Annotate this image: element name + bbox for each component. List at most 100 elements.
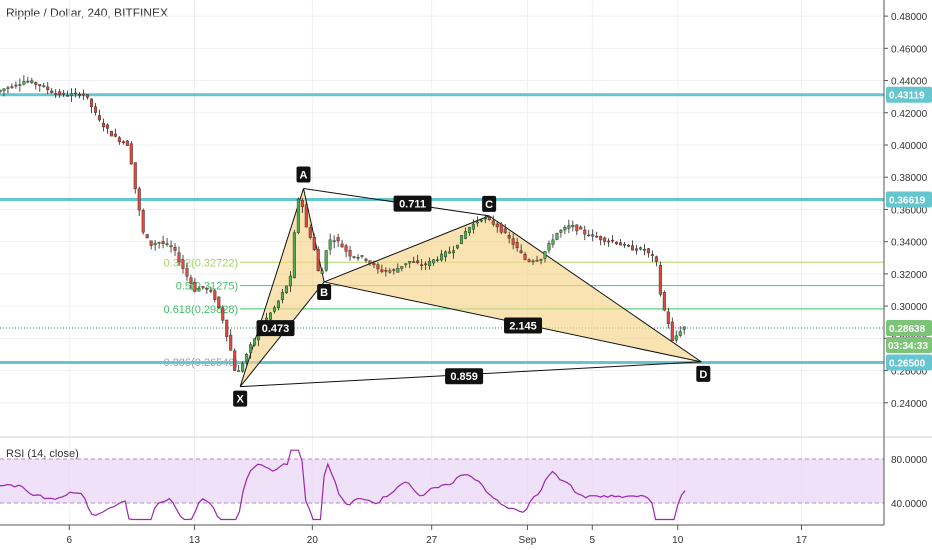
candle-body (308, 227, 312, 238)
candle-body (527, 259, 531, 262)
candle-body (316, 249, 320, 272)
pattern-fill-bcd (324, 215, 702, 362)
level-badge (886, 86, 932, 103)
candle-body (6, 87, 10, 89)
countdown-badge (886, 337, 932, 354)
candle-body (352, 256, 356, 258)
fib-label: 0.382(0.32722) (164, 257, 239, 269)
candle-body (145, 234, 149, 239)
candle-body (133, 162, 137, 190)
candle-body (392, 269, 396, 271)
candle-body (249, 344, 253, 353)
candle-body (269, 312, 273, 320)
rsi-pane (0, 436, 932, 521)
candle-body (595, 235, 599, 238)
candle-body (682, 326, 686, 330)
candle-body (483, 217, 487, 220)
candle-body (58, 91, 62, 95)
point-label-a: A (300, 170, 308, 182)
candle-body (22, 81, 26, 85)
candle-body (26, 80, 30, 83)
candle-body (507, 235, 511, 239)
candle-body (225, 319, 229, 337)
candle-body (70, 93, 74, 96)
candle-body (121, 141, 125, 143)
candle-body (284, 285, 288, 294)
candle-body (563, 226, 567, 231)
candle-body (543, 251, 547, 259)
candle-body (599, 236, 603, 241)
candle-body (101, 122, 105, 128)
candle-body (607, 240, 611, 243)
candle-body (304, 204, 308, 228)
candle-body (678, 331, 682, 336)
candle-body (197, 287, 201, 292)
candle-body (567, 225, 571, 229)
candle-body (583, 229, 587, 235)
candle-body (627, 245, 631, 247)
point-label-c: C (485, 199, 493, 211)
level-badge-label: 0.43119 (889, 91, 925, 102)
candle-body (300, 199, 304, 207)
candle-body (634, 248, 638, 251)
candle-body (428, 260, 432, 267)
y-tick-label: 0.24000 (891, 399, 928, 410)
harmonic-pattern (239, 188, 702, 388)
fib-label: 0.618(0.29828) (164, 304, 239, 316)
candle-body (336, 237, 340, 242)
last-price-badge (886, 320, 932, 337)
candle-body (89, 98, 93, 108)
candle-body (591, 234, 595, 237)
point-badge (696, 365, 711, 382)
candle-body (479, 219, 483, 222)
candle-body (78, 93, 82, 97)
candle-body (559, 230, 563, 233)
y-tick-label: 0.32000 (891, 270, 928, 281)
candle-body (86, 94, 90, 98)
candle-body (408, 260, 412, 264)
candle-body (515, 242, 519, 249)
rsi-tick-label: 80.0000 (891, 455, 928, 466)
candle-body (34, 82, 38, 85)
ratio-badge (393, 195, 432, 212)
level-badge (886, 191, 932, 208)
candle-body (619, 242, 623, 246)
candle-body (670, 321, 674, 341)
leg-bc (323, 215, 490, 283)
candle-body (253, 338, 257, 346)
candle-body (654, 256, 658, 262)
candle-body (185, 267, 189, 277)
candle-body (642, 249, 646, 251)
point-label-d: D (699, 369, 707, 381)
candle-body (658, 264, 662, 295)
countdown-label: 03:34:33 (888, 341, 928, 352)
last-price-label: 0.28638 (889, 324, 926, 335)
point-badge (233, 390, 248, 407)
ratio-badge (445, 368, 484, 385)
candle-body (237, 370, 241, 372)
candle-body (467, 227, 471, 233)
candle-body (344, 245, 348, 252)
candle-body (276, 300, 280, 309)
ratio-label: 0.711 (399, 199, 426, 211)
candle-body (519, 250, 523, 254)
candle-body (511, 238, 515, 245)
candle-body (416, 260, 420, 263)
candle-body (141, 209, 145, 233)
candle-body (74, 92, 78, 95)
point-badge (296, 166, 311, 183)
candle-body (535, 259, 539, 262)
x-tick-label: 13 (189, 535, 201, 546)
candle-body (193, 282, 197, 292)
level-badge (886, 354, 932, 371)
pattern-labels: X A B C D 0.711 0.473 2.145 0.859 (233, 166, 711, 407)
candle-body (292, 232, 296, 279)
rsi-band (0, 459, 884, 503)
candle-body (459, 235, 463, 245)
candle-body (491, 220, 495, 225)
candle-body (631, 245, 635, 251)
candle-body (623, 243, 627, 246)
ratio-label: 2.145 (509, 320, 537, 332)
candle-body (404, 263, 408, 265)
